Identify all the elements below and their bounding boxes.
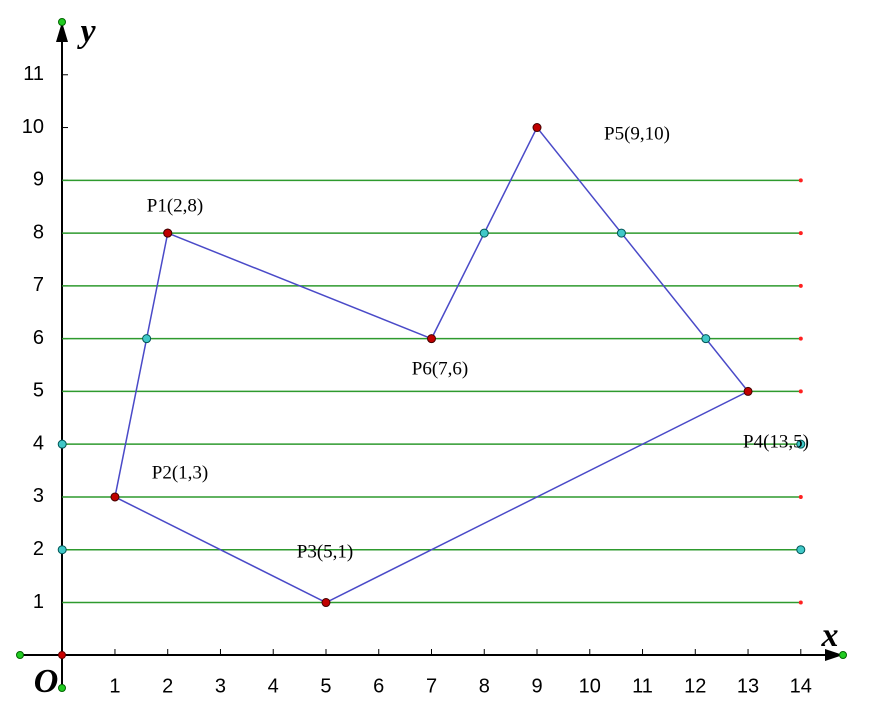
x-tick-label: 11 (632, 675, 653, 697)
vertex (427, 334, 436, 344)
x-tick-label: 7 (426, 675, 437, 697)
vertex-label: P4(13,5) (743, 431, 809, 452)
origin-point (58, 651, 66, 659)
vertex-label: P5(9,10) (604, 123, 670, 144)
vertex (110, 492, 120, 502)
y-tick-label: 1 (33, 591, 44, 613)
axis-end (16, 651, 24, 659)
x-tick-label: 13 (737, 675, 759, 697)
vertex-label: P6(7,6) (412, 358, 468, 379)
y-tick-label: 6 (33, 327, 44, 349)
vertex (163, 228, 173, 238)
vertex-label: P3(5,1) (297, 541, 353, 562)
vertex-label: P1(2,8) (147, 195, 203, 216)
x-tick-label: 8 (479, 675, 490, 697)
x-tick-label: 2 (162, 675, 173, 697)
x-tick-label: 5 (320, 675, 331, 697)
intersection (701, 334, 711, 344)
x-tick-label: 1 (109, 675, 120, 697)
x-tick-label: 10 (579, 675, 601, 697)
scanline-end (798, 231, 803, 236)
axis-end (839, 651, 847, 659)
y-arrow (56, 22, 68, 42)
scanline-end (798, 336, 803, 341)
intersection (616, 228, 626, 238)
x-tick-label: 3 (215, 675, 226, 697)
y-tick-label: 3 (33, 485, 44, 507)
intersection (57, 545, 67, 555)
x-arrow (825, 649, 843, 661)
scanline-end (798, 600, 803, 605)
y-tick-label: 8 (33, 221, 44, 243)
intersection (57, 439, 67, 449)
vertex (532, 123, 542, 133)
vertex-label: P2(1,3) (152, 462, 208, 483)
y-tick-label: 7 (33, 274, 44, 296)
scanline-end (798, 283, 803, 288)
x-tick-label: 14 (790, 675, 812, 697)
y-tick-label: 10 (22, 116, 44, 138)
y-tick-label: 4 (33, 432, 44, 454)
origin-label: O (34, 663, 59, 700)
x-tick-label: 9 (531, 675, 542, 697)
intersection (142, 334, 152, 344)
scanline-end (798, 389, 803, 394)
y-tick-label: 5 (33, 380, 44, 402)
x-tick-label: 12 (684, 675, 706, 697)
intersection (796, 545, 806, 555)
axis-end (58, 684, 66, 692)
vertex (321, 598, 331, 608)
x-tick-label: 6 (373, 675, 384, 697)
axis-end (58, 18, 66, 26)
x-label: x (821, 617, 839, 654)
scanline-end (798, 178, 803, 183)
scanline-end (798, 494, 803, 499)
y-tick-label: 9 (33, 169, 44, 191)
y-tick-label: 2 (33, 538, 44, 560)
x-tick-label: 4 (268, 675, 279, 697)
vertex (743, 386, 753, 396)
y-label: y (76, 13, 96, 50)
y-tick-label: 11 (23, 63, 44, 85)
intersection (479, 228, 489, 238)
intersection (796, 439, 806, 449)
